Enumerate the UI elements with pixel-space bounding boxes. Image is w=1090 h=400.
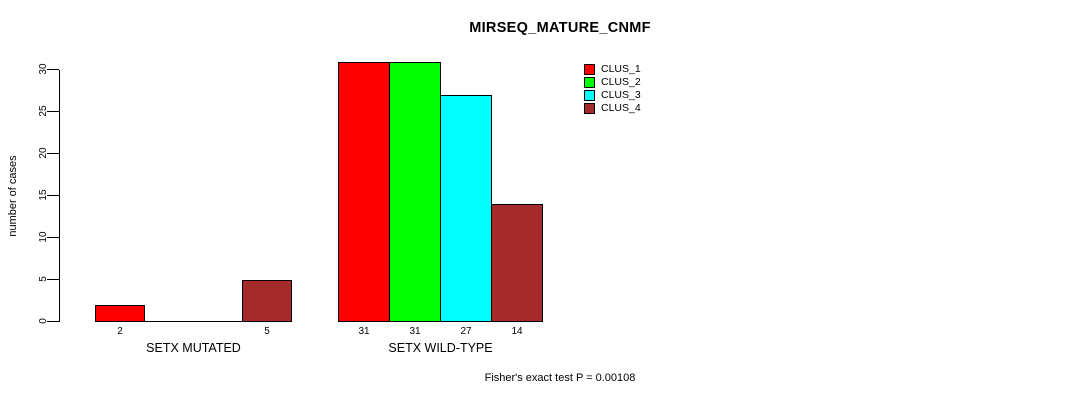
legend-swatch-clus-2: [584, 77, 595, 88]
y-tick: [47, 195, 59, 196]
bar-clus-4-setx-mutated: [242, 280, 292, 322]
bar-clus-4-setx-wild-type: [491, 204, 543, 322]
bar-clus-2-setx-wild-type: [389, 62, 441, 322]
legend-swatch-clus-1: [584, 64, 595, 75]
legend-swatch-clus-3: [584, 90, 595, 101]
y-tick-label: 10: [38, 231, 49, 243]
zero-bar-clus-3-setx-mutated: [193, 321, 243, 322]
x-group-label-setx-mutated: SETX MUTATED: [146, 341, 241, 355]
y-tick-label: 20: [38, 147, 49, 159]
y-tick: [47, 111, 59, 112]
y-tick: [47, 279, 59, 280]
legend-item-clus-1: CLUS_1: [584, 63, 641, 76]
legend: CLUS_1 CLUS_2 CLUS_3 CLUS_4: [584, 63, 641, 115]
y-tick: [47, 321, 59, 322]
y-tick: [47, 153, 59, 154]
y-tick-label: 25: [38, 105, 49, 117]
y-tick-label: 30: [38, 63, 49, 75]
legend-label: CLUS_1: [601, 63, 641, 75]
annotation-text: Fisher's exact test P = 0.00108: [484, 372, 636, 384]
y-tick: [47, 69, 59, 70]
y-axis-label: number of cases: [7, 155, 19, 237]
bar-value-label: 5: [264, 326, 270, 337]
bar-value-label: 27: [460, 326, 472, 337]
bar-value-label: 31: [358, 326, 370, 337]
chart-title: MIRSEQ_MATURE_CNMF: [469, 20, 651, 36]
bar-clus-3-setx-wild-type: [440, 95, 492, 322]
legend-item-clus-4: CLUS_4: [584, 102, 641, 115]
legend-label: CLUS_2: [601, 76, 641, 88]
x-group-label-setx-wild-type: SETX WILD-TYPE: [388, 341, 493, 355]
bar-clus-1-setx-mutated: [95, 305, 145, 322]
y-tick-label: 0: [38, 318, 49, 324]
bar-value-label: 14: [511, 326, 523, 337]
y-tick-label: 5: [38, 276, 49, 282]
legend-item-clus-3: CLUS_3: [584, 89, 641, 102]
bar-value-label: 31: [409, 326, 421, 337]
y-axis: [59, 70, 60, 322]
legend-label: CLUS_4: [601, 102, 641, 114]
y-tick: [47, 237, 59, 238]
legend-swatch-clus-4: [584, 103, 595, 114]
legend-item-clus-2: CLUS_2: [584, 76, 641, 89]
zero-bar-clus-2-setx-mutated: [144, 321, 194, 322]
bar-clus-1-setx-wild-type: [338, 62, 390, 322]
bar-value-label: 2: [117, 326, 123, 337]
legend-label: CLUS_3: [601, 89, 641, 101]
y-tick-label: 15: [38, 189, 49, 201]
